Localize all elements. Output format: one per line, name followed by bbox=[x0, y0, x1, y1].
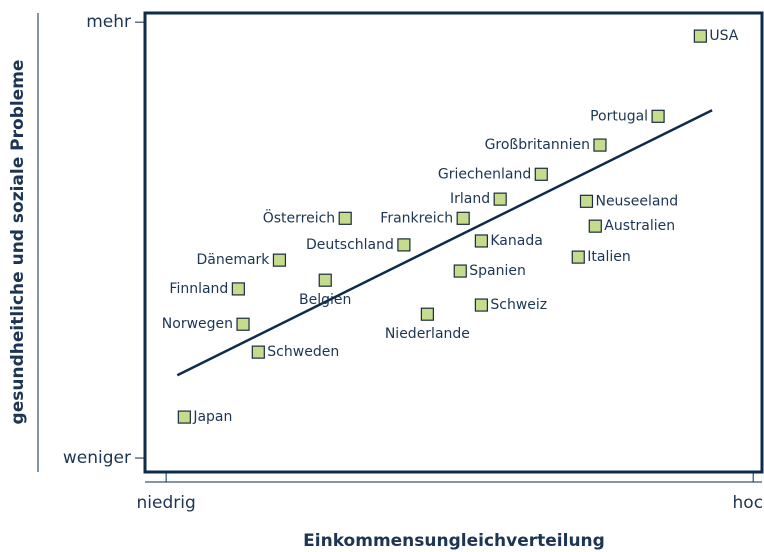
point-label: Irland bbox=[450, 191, 490, 207]
point-label: Griechenland bbox=[438, 166, 531, 182]
point-label: Portugal bbox=[590, 108, 648, 124]
point-label: Australien bbox=[604, 218, 675, 234]
point-label: Finnland bbox=[169, 281, 228, 297]
point bbox=[474, 298, 488, 312]
point bbox=[534, 167, 548, 181]
y-axis-label: gesundheitliche und soziale Probleme bbox=[8, 60, 28, 425]
point-label: Deutschland bbox=[306, 237, 394, 253]
point bbox=[593, 138, 607, 152]
x-tick-label: hoch bbox=[733, 493, 764, 513]
point-label: Niederlande bbox=[385, 326, 470, 342]
y-tick-label: weniger bbox=[63, 448, 131, 468]
point bbox=[588, 219, 602, 233]
point bbox=[338, 211, 352, 225]
point-label: Kanada bbox=[490, 233, 542, 249]
point bbox=[456, 211, 470, 225]
point-label: Japan bbox=[192, 409, 232, 425]
point-label: Italien bbox=[587, 249, 630, 265]
point bbox=[272, 253, 287, 267]
point-label: USA bbox=[709, 28, 738, 44]
y-tick-label: mehr bbox=[86, 12, 131, 32]
trend-line bbox=[176, 109, 713, 377]
point-label: Norwegen bbox=[162, 316, 233, 332]
point bbox=[318, 273, 332, 287]
point-label: Großbritannien bbox=[485, 137, 590, 153]
x-tick-label: niedrig bbox=[137, 493, 196, 513]
point-label: Neuseeland bbox=[595, 193, 678, 209]
point-label: Spanien bbox=[469, 263, 526, 279]
point bbox=[236, 317, 250, 331]
point bbox=[579, 194, 594, 208]
point bbox=[231, 282, 245, 296]
plot-frame bbox=[143, 11, 764, 474]
point bbox=[474, 234, 488, 248]
point bbox=[453, 264, 467, 278]
point bbox=[397, 238, 411, 252]
point-label: Frankreich bbox=[380, 210, 453, 226]
point bbox=[177, 410, 191, 424]
point bbox=[251, 345, 265, 359]
point-label: Schweiz bbox=[490, 297, 547, 313]
point bbox=[493, 192, 507, 206]
point-label: Belgien bbox=[299, 292, 351, 308]
point bbox=[651, 109, 665, 123]
point bbox=[420, 307, 434, 321]
x-axis-label: Einkommensungleichverteilung bbox=[303, 531, 605, 551]
point-label: Schweden bbox=[267, 344, 339, 360]
point-label: Österreich bbox=[263, 208, 335, 226]
point bbox=[571, 250, 585, 264]
point-label: Dänemark bbox=[196, 252, 270, 268]
point bbox=[693, 29, 707, 43]
